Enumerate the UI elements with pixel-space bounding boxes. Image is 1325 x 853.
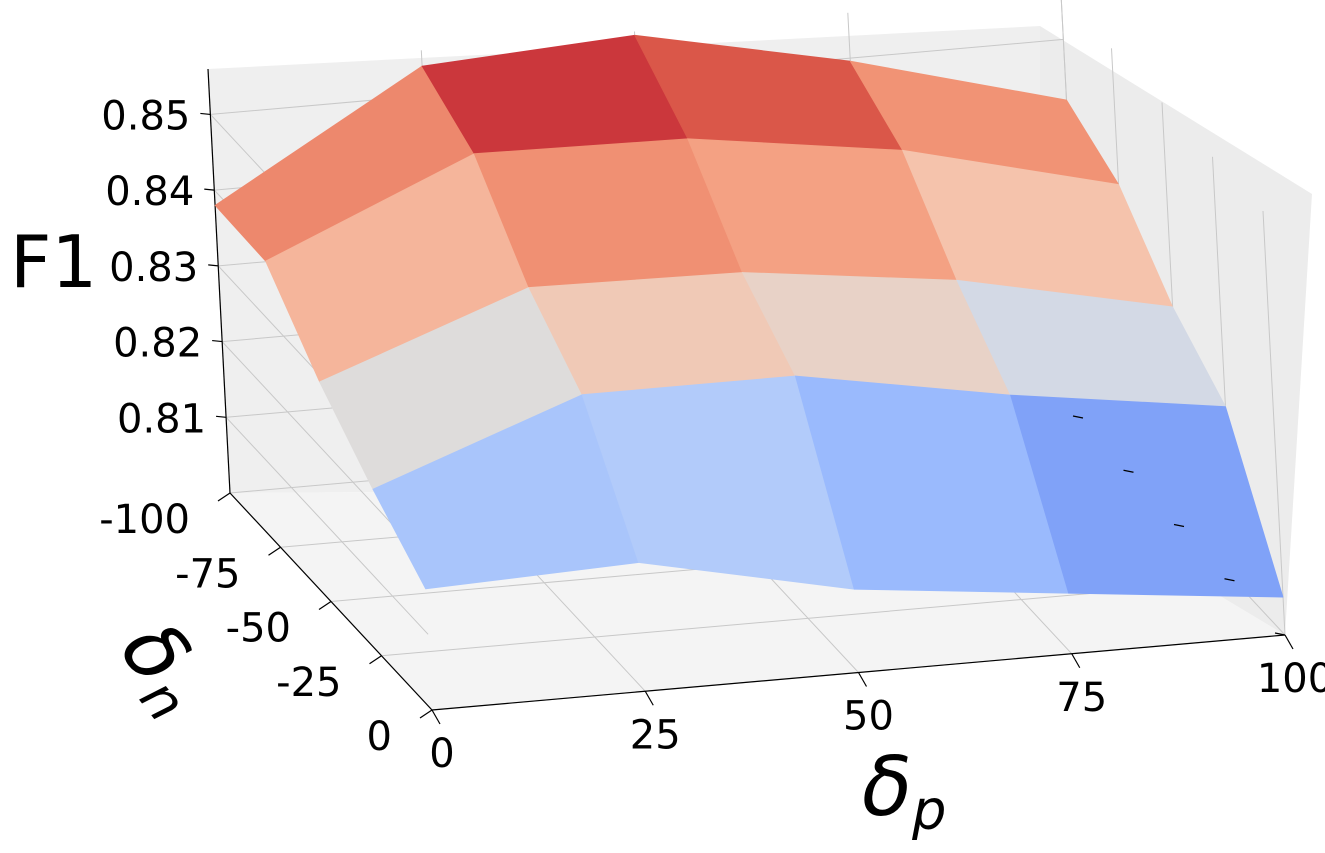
y-tick-mark-right <box>1224 578 1235 582</box>
y-tick-label: -100 <box>99 497 190 543</box>
y-tick-mark-right <box>1173 523 1185 528</box>
x-tick-label: 50 <box>843 694 894 740</box>
x-tick-mark <box>857 672 868 687</box>
x-tick-label: 25 <box>630 712 681 758</box>
svg-text:δn: δn <box>97 604 229 733</box>
z-tick-label: 0.84 <box>105 169 194 215</box>
y-tick-label: -50 <box>226 606 291 652</box>
z-tick-label: 0.83 <box>109 245 198 291</box>
y-tick-mark-right <box>1072 415 1084 419</box>
x-axis-label-subscript: p <box>911 779 946 842</box>
z-tick-mark <box>212 339 223 343</box>
y-tick-label: -25 <box>276 660 341 706</box>
surface-mesh <box>214 34 1284 598</box>
z-tick-mark <box>216 415 227 418</box>
z-tick-mark <box>204 188 215 191</box>
x-axis-label-symbol: δ <box>862 740 912 835</box>
z-tick-label: 0.82 <box>113 321 202 367</box>
tick-labels: 0 25 50 75 100 -100 -75 -50 -25 0 0.81 0.82 0.83 0.84… <box>99 93 1325 777</box>
y-axis-label: δn <box>97 604 229 733</box>
z-tick-label: 0.81 <box>117 396 206 442</box>
x-tick-mark <box>1071 653 1081 669</box>
x-tick-mark <box>431 709 441 725</box>
y-tick-mark <box>268 546 281 556</box>
x-tick-label: 75 <box>1056 675 1107 721</box>
z-tick-mark <box>200 112 211 116</box>
y-tick-mark <box>369 655 382 665</box>
x-tick-label: 0 <box>429 731 454 777</box>
z-tick-label: 0.85 <box>101 93 190 139</box>
y-tick-label: -75 <box>175 551 240 597</box>
y-tick-label: 0 <box>367 714 392 760</box>
y-tick-mark-right <box>1123 469 1134 473</box>
z-tick-mark <box>208 264 219 267</box>
x-axis-label: δp <box>862 740 946 842</box>
y-tick-mark <box>318 601 332 610</box>
surface-patch <box>1010 394 1284 598</box>
x-tick-label: 100 <box>1257 656 1325 702</box>
y-tick-mark <box>419 709 433 719</box>
x-tick-mark <box>1284 634 1294 650</box>
x-tick-mark <box>644 690 654 706</box>
z-axis-label: F1 <box>10 220 97 304</box>
y-tick-mark <box>217 492 231 502</box>
y-tick-mark-right <box>1274 632 1286 636</box>
